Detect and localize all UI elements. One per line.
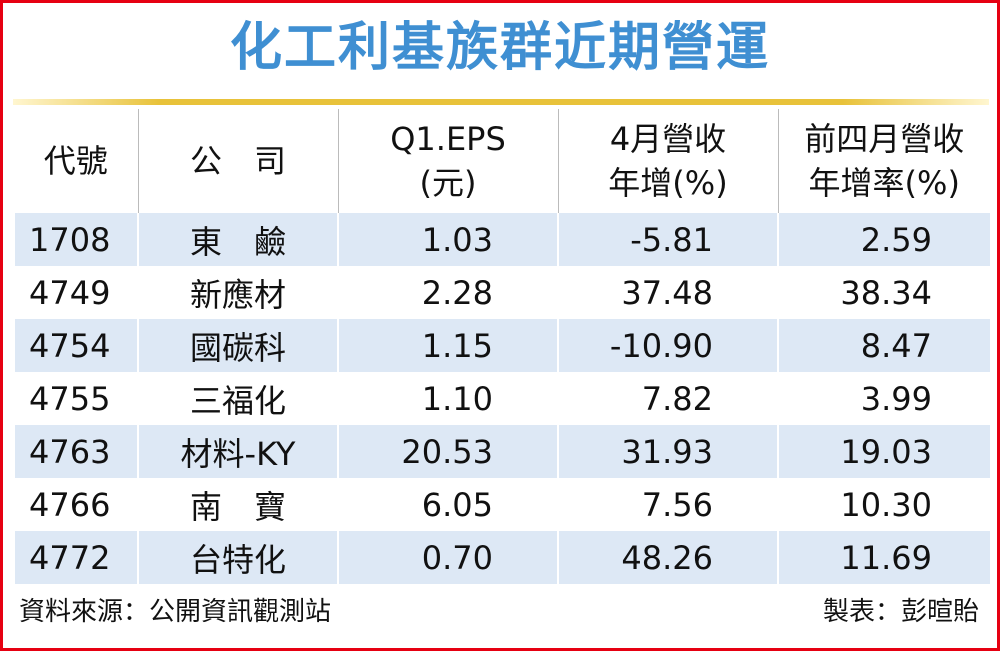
- table-cell: 38.34: [777, 266, 990, 319]
- divider: [13, 99, 989, 105]
- column-header: 公 司: [137, 109, 338, 213]
- table-cell: 1.15: [337, 319, 558, 372]
- table-cell: 三福化: [137, 372, 338, 425]
- table-cell: 31.93: [557, 425, 778, 478]
- table-row: 4766 南 寶 6.05 7.56 10.30: [13, 478, 990, 531]
- table-cell: 2.28: [337, 266, 558, 319]
- table-cell: 4749: [13, 266, 138, 319]
- table-cell: 7.56: [557, 478, 778, 531]
- table-row: 4754 國碳科 1.15 -10.90 8.47: [13, 319, 990, 372]
- table-row: 4763 材料-KY 20.53 31.93 19.03: [13, 425, 990, 478]
- source-note: 資料來源：公開資訊觀測站: [19, 597, 332, 627]
- table-cell: 19.03: [777, 425, 990, 478]
- header-row: 代號公 司 Q1.EPS (元) 4月營收 年增(%) 前四月營收 年增率(%): [14, 109, 990, 213]
- maker-note: 製表：彭暄貽: [822, 597, 979, 627]
- table-cell: 南 寶: [137, 478, 338, 531]
- table-cell: 0.70: [337, 531, 558, 584]
- table-cell: 8.47: [777, 319, 990, 372]
- table-cell: 6.05: [337, 478, 558, 531]
- table-row: 1708 東 鹼 1.03 -5.81 2.59: [13, 213, 990, 266]
- table-cell: 東 鹼: [137, 213, 338, 266]
- table-cell: 10.30: [777, 478, 990, 531]
- column-header: Q1.EPS (元): [337, 109, 558, 213]
- table-cell: 2.59: [777, 213, 990, 266]
- table-cell: 1.03: [337, 213, 558, 266]
- table-cell: 48.26: [557, 531, 778, 584]
- table-cell: 11.69: [777, 531, 990, 584]
- table-cell: 4755: [13, 372, 138, 425]
- table-cell: 37.48: [557, 266, 778, 319]
- table-cell: 3.99: [777, 372, 990, 425]
- table-cell: 1708: [13, 213, 138, 266]
- column-header: 代號: [43, 142, 108, 180]
- table-row: 4749 新應材 2.28 37.48 38.34: [13, 266, 990, 319]
- table-row: 4755 三福化 1.10 7.82 3.99: [13, 372, 990, 425]
- table-row: 4772 台特化 0.70 48.26 11.69: [13, 531, 990, 584]
- table-cell: 4763: [13, 425, 138, 478]
- table-body: 1708 東 鹼 1.03 -5.81 2.59 4749 新應材 2.28 37.48 38.3…: [13, 213, 990, 584]
- table-cell: 台特化: [137, 531, 338, 584]
- title: 化工利基族群近期營運: [229, 18, 770, 78]
- table-cell: 20.53: [337, 425, 558, 478]
- table-cell: 7.82: [557, 372, 778, 425]
- table-head: 代號公 司 Q1.EPS (元) 4月營收 年增(%) 前四月營收 年增率(%): [14, 109, 990, 213]
- column-header: 4月營收 年增(%): [557, 109, 778, 213]
- table-cell: -10.90: [557, 319, 778, 372]
- table-cell: 1.10: [337, 372, 558, 425]
- table-cell: 4754: [13, 319, 138, 372]
- table-cell: 國碳科: [137, 319, 338, 372]
- table-cell: 4772: [13, 531, 138, 584]
- table-cell: 新應材: [137, 266, 338, 319]
- table-cell: 材料-KY: [137, 425, 338, 478]
- table-cell: -5.81: [557, 213, 778, 266]
- column-header: 前四月營收 年增率(%): [777, 109, 990, 213]
- table: 代號公 司 Q1.EPS (元) 4月營收 年增(%) 前四月營收 年增率(%) 17…: [13, 109, 990, 584]
- table-cell: 4766: [13, 478, 138, 531]
